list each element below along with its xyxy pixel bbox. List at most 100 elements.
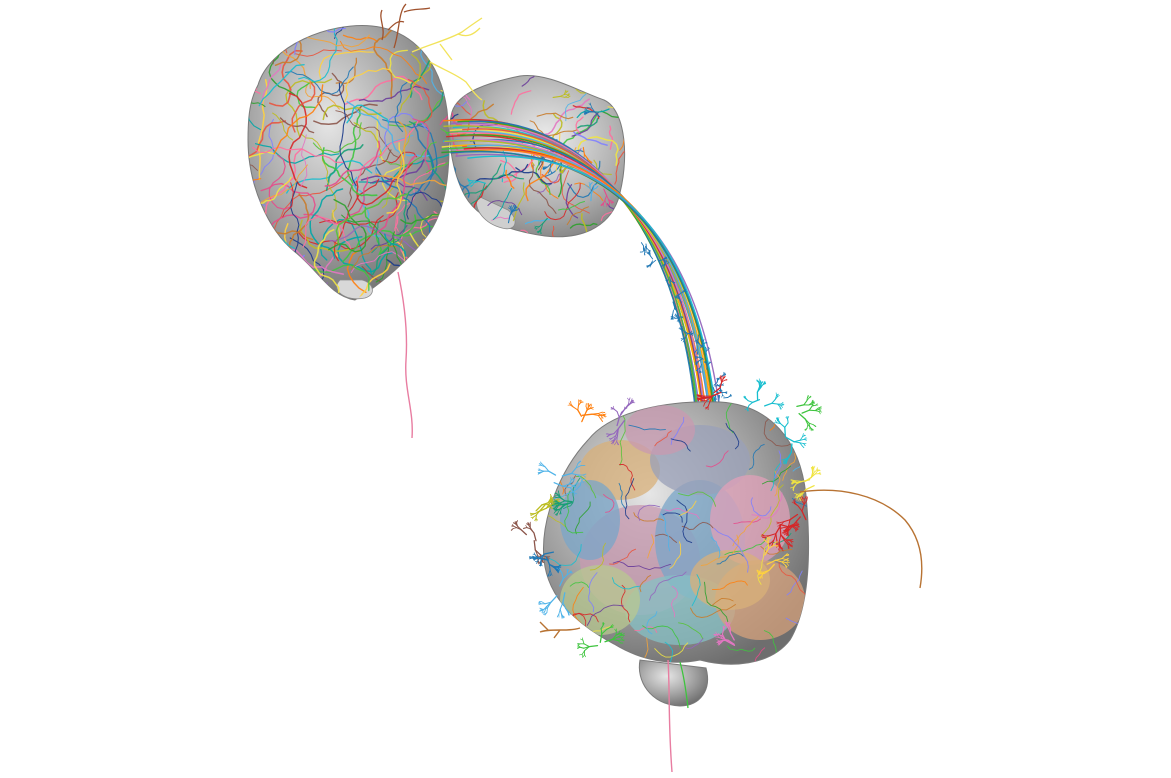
dendritic-tree	[557, 565, 562, 568]
dendritic-tree	[588, 644, 599, 648]
neuron-arbor	[542, 98, 590, 136]
neuron-arbor	[647, 534, 655, 559]
dendritic-tree	[784, 422, 789, 428]
neuron-arbor	[321, 147, 378, 197]
axon-bundle[interactable]	[441, 118, 732, 419]
neuron-arbor	[603, 494, 615, 513]
neuron-arbor	[561, 170, 590, 214]
axon-collateral	[721, 392, 723, 396]
axon-collateral	[664, 257, 667, 260]
dendritic-tree	[573, 491, 576, 496]
dendritic-tree	[619, 633, 623, 636]
dendritic-tree	[559, 511, 561, 515]
dendritic-tree	[578, 399, 581, 403]
dendritic-tree	[782, 531, 787, 534]
neuron-arbor	[628, 424, 666, 431]
dendritic-tree	[611, 406, 615, 410]
dendritic-tree	[615, 428, 619, 436]
neuron-arbor	[341, 214, 390, 283]
axon-collateral	[650, 260, 654, 265]
axon-collateral	[700, 345, 703, 348]
dendritic-tree	[590, 408, 594, 410]
dendritic-tree	[615, 633, 620, 636]
neuron-arbor	[542, 217, 548, 225]
dendritic-tree	[785, 554, 789, 556]
neuron-arbor	[492, 188, 513, 220]
neuron-arbor	[595, 229, 612, 237]
dendritic-tree	[808, 422, 814, 426]
dendritic-tree	[617, 634, 622, 638]
neuron-arbor	[274, 25, 347, 66]
neuron-arbor	[394, 82, 408, 133]
neuron-arbor	[344, 67, 391, 103]
axon-collateral	[681, 291, 685, 294]
dendritic-tree	[582, 473, 587, 476]
dendritic-tree	[544, 612, 548, 616]
dendritic-tree	[588, 403, 592, 407]
dendritic-tree	[789, 539, 793, 542]
dendritic-tree	[775, 533, 778, 541]
neuron-arbor	[551, 225, 562, 237]
neuron-arbor	[559, 167, 563, 169]
neuron-arbor	[334, 25, 348, 40]
dendritic-tree	[541, 610, 546, 614]
dendritic-tree	[792, 526, 796, 530]
dendritic-tree	[558, 503, 565, 506]
axon-collateral	[696, 360, 700, 363]
dendritic-tree	[805, 485, 815, 491]
dendritic-tree	[810, 427, 814, 431]
dendritic-tree	[530, 528, 535, 534]
neuron-arbor	[606, 195, 609, 201]
neuron-arbor	[577, 136, 619, 167]
dendritic-tree	[787, 416, 790, 420]
dendritic-tree	[776, 522, 780, 525]
dendritic-tree	[696, 397, 701, 400]
neuron-arbor	[584, 184, 588, 187]
neuron-arbor	[358, 85, 430, 102]
axon-collateral	[727, 395, 731, 398]
descending-projection-bottom	[667, 659, 673, 773]
dendritic-tree	[759, 572, 765, 575]
dendritic-tree	[590, 404, 593, 409]
neuron-arbor	[272, 112, 294, 141]
axon-collateral	[675, 295, 678, 298]
dendritic-tree	[575, 462, 579, 469]
dendritic-tree	[803, 496, 807, 500]
axon-collateral	[696, 368, 699, 371]
neuron-arbor	[268, 154, 292, 210]
dendritic-tree	[702, 399, 708, 402]
dendritic-tree	[780, 404, 783, 408]
dendritic-tree	[602, 415, 607, 417]
lower-brain-mesh[interactable]	[510, 375, 839, 707]
neuron-arbor	[594, 111, 601, 118]
neuron-arbor	[325, 144, 364, 191]
axon-collateral	[650, 262, 653, 266]
dendritic-tree	[759, 571, 765, 573]
neuron-arbor	[601, 203, 604, 206]
axon-collateral	[664, 261, 666, 265]
dendritic-tree	[725, 622, 727, 626]
neuron-arbor	[586, 185, 591, 189]
dendritic-tree	[796, 525, 800, 528]
dendritic-tree	[538, 601, 543, 603]
neuron-arbor	[664, 507, 700, 519]
dendritic-tree	[793, 500, 795, 504]
neuron-arbor	[510, 205, 513, 208]
dendritic-tree	[577, 409, 583, 417]
neuron-arbor	[547, 171, 550, 174]
dendritic-tree	[813, 469, 818, 474]
dendritic-tree	[516, 522, 519, 527]
dendritic-tree	[801, 504, 805, 512]
neuron-arbor	[248, 211, 266, 223]
dendritic-tree	[791, 482, 794, 485]
neuron-arbor	[725, 401, 735, 434]
dendritic-tree	[768, 537, 772, 540]
axon-collateral	[707, 346, 710, 350]
neuron-arbor	[409, 232, 442, 287]
dendritic-tree	[788, 451, 792, 459]
neuron-arbor	[669, 541, 682, 569]
dendritic-tree	[627, 397, 630, 401]
brain-region	[560, 565, 640, 635]
